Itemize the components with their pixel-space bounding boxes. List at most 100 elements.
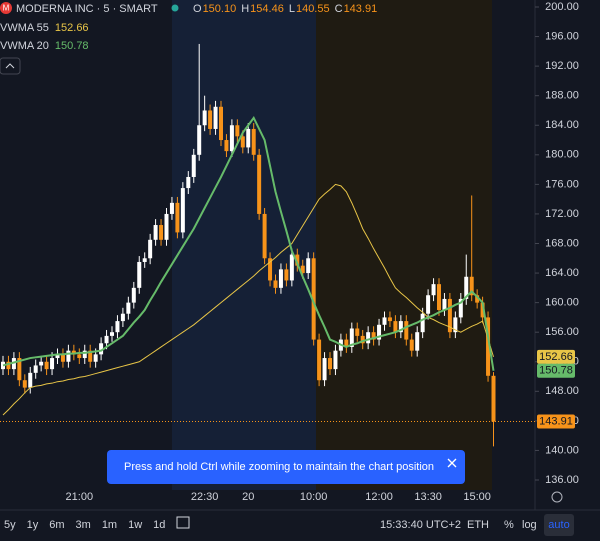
price-box (537, 363, 575, 378)
range-button[interactable]: 5y (4, 519, 16, 531)
x-tick-label: 22:30 (191, 491, 219, 503)
candle-body (99, 343, 104, 355)
candle-body (131, 287, 136, 303)
y-tick-label: 168.00 (545, 237, 579, 249)
candle-body (262, 213, 267, 259)
candle-body (213, 106, 218, 129)
candle-body (355, 328, 360, 336)
log-button[interactable]: log (522, 519, 537, 531)
candle-body (295, 254, 300, 266)
candle-body (66, 350, 71, 362)
candle-body (77, 354, 82, 359)
logo (0, 2, 12, 14)
auto-button-bg[interactable] (544, 514, 574, 536)
candle-body (11, 358, 16, 370)
candle-body (382, 317, 387, 325)
y-tick-label: 140.00 (545, 444, 579, 456)
legend-name: VWMA 20 (0, 40, 49, 52)
price-box (537, 414, 575, 429)
overlay: M MODERNA INC · 5 · SMART Press and hold… (0, 2, 574, 536)
candle-body (71, 350, 76, 355)
candle-body (159, 225, 164, 240)
candle-body (202, 110, 207, 126)
candle-body (393, 321, 398, 333)
x-tick-label: 12:00 (365, 491, 393, 503)
candle-body (317, 339, 322, 381)
candle-body (377, 324, 382, 340)
candle-body (420, 313, 425, 333)
candle-body (120, 313, 125, 322)
candle-body (480, 302, 485, 318)
candle-body (475, 295, 480, 303)
toast[interactable] (107, 450, 465, 484)
candle-body (387, 317, 392, 322)
range-button[interactable]: 1d (153, 519, 165, 531)
y-tick-label: 164.00 (545, 267, 579, 279)
x-tick-label: 20 (242, 491, 254, 503)
candle-body (224, 140, 229, 152)
toast-text: Press and hold Ctrl while zooming to mai… (124, 461, 434, 473)
candle-body (191, 154, 196, 177)
logo-text: M (3, 4, 10, 13)
candle-body (491, 375, 496, 422)
toast-close[interactable] (447, 458, 457, 468)
candle-body (426, 295, 431, 314)
candle-body (169, 202, 174, 214)
ohlc-key: O (193, 3, 202, 15)
candle-body (6, 361, 11, 370)
vwma-line (2, 183, 494, 416)
auto-button[interactable]: auto (548, 519, 569, 531)
session-shade (172, 0, 316, 490)
range-button[interactable]: 6m (49, 519, 64, 531)
x-tick-label: 15:00 (463, 491, 491, 503)
x-tick-label: 10:00 (300, 491, 328, 503)
candle-body (300, 265, 305, 274)
price-box (537, 349, 575, 364)
price-box-label: 150.78 (539, 365, 573, 377)
ohlc-value: 150.10 (203, 3, 237, 15)
date-range-icon[interactable] (176, 516, 190, 529)
candle-body (229, 125, 234, 152)
collapse-button[interactable] (0, 57, 21, 75)
candle-body (55, 354, 60, 359)
candle-body (268, 258, 273, 281)
y-tick-label: 200.00 (545, 1, 579, 13)
symbol: MODERNA INC · 5 · SMART (16, 3, 158, 15)
candle-body (240, 136, 245, 148)
candle-body (39, 361, 44, 366)
candle-body (360, 335, 365, 344)
y-tick-label: 176.00 (545, 178, 579, 190)
range-button[interactable]: 3m (76, 519, 91, 531)
candle-body (366, 332, 371, 344)
ohlc-key: H (241, 3, 249, 15)
candle-body (328, 358, 332, 370)
settings-icon[interactable] (551, 491, 563, 503)
range-button[interactable]: 1m (102, 519, 117, 531)
candle-body (349, 328, 354, 347)
candle-body (197, 125, 202, 155)
range-button[interactable]: 1y (27, 519, 39, 531)
y-tick-label: 172.00 (545, 208, 579, 220)
percent-button[interactable]: % (504, 519, 514, 531)
candle-body (219, 106, 223, 141)
y-tick-label: 180.00 (545, 149, 579, 161)
price-box-label: 152.66 (539, 351, 573, 363)
legend-name: VWMA 55 (0, 22, 49, 34)
candle-body (437, 284, 441, 311)
y-tick-label: 196.00 (545, 30, 579, 42)
candle-body (431, 284, 436, 296)
candle-body (93, 354, 98, 362)
candle-body (33, 365, 38, 373)
ohlc-value: 140.55 (296, 3, 330, 15)
range-button[interactable]: 1w (128, 519, 142, 531)
candle-body (148, 239, 153, 259)
session-button[interactable]: ETH (467, 519, 489, 531)
ohlc-value: 154.46 (250, 3, 284, 15)
candle-body (458, 298, 463, 318)
status-dot (171, 4, 179, 12)
candle-body (404, 321, 409, 340)
x-tick-label: 21:00 (66, 491, 94, 503)
candle-body (289, 254, 294, 281)
candle-body (126, 302, 131, 314)
